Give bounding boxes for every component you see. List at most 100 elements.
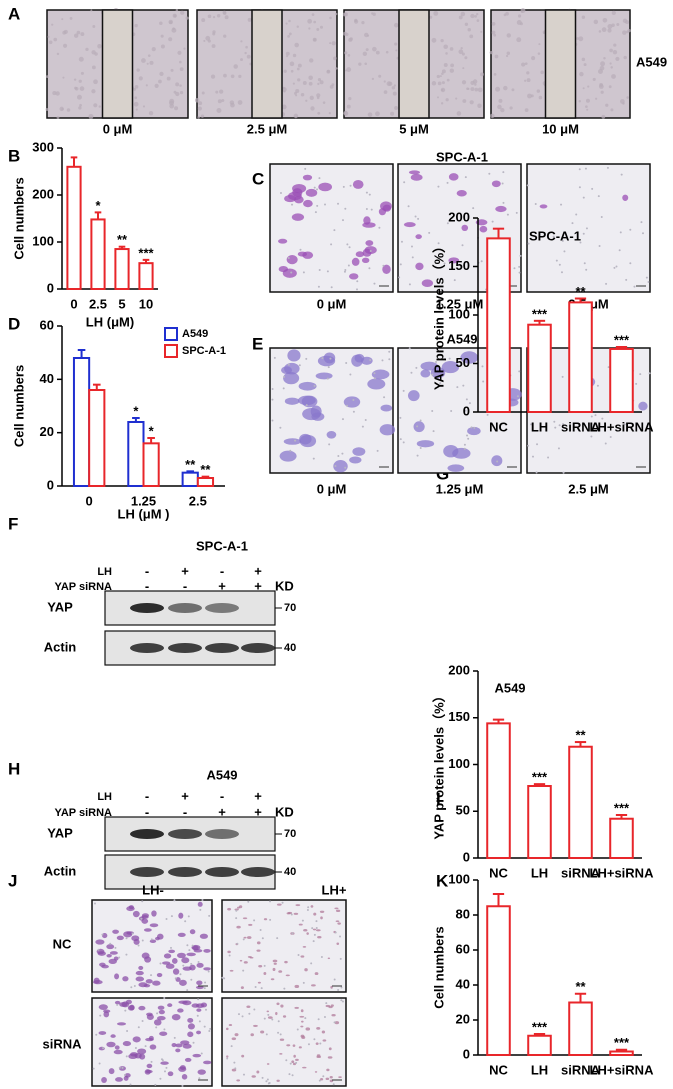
texture	[74, 86, 78, 90]
pore	[361, 425, 364, 428]
cell	[149, 923, 159, 928]
pore	[527, 242, 530, 245]
cell	[300, 1009, 304, 1013]
cell	[177, 932, 186, 937]
scratch-area	[398, 9, 430, 119]
pore	[242, 1073, 245, 1076]
texture	[79, 86, 85, 91]
texture	[151, 47, 156, 52]
texture	[316, 96, 320, 100]
cell	[318, 182, 332, 192]
pore	[629, 228, 632, 231]
cell	[151, 910, 157, 917]
texture	[344, 51, 348, 55]
pore	[118, 956, 121, 959]
pore	[352, 410, 355, 413]
pore	[431, 409, 434, 412]
pore	[408, 283, 411, 286]
texture	[494, 54, 499, 59]
texture	[616, 22, 620, 26]
cell	[331, 1014, 336, 1017]
sign: -	[183, 578, 187, 593]
pore	[140, 917, 143, 920]
cell	[295, 904, 301, 907]
panel-letter: D	[8, 314, 20, 333]
panel-letter: E	[252, 334, 263, 353]
texture	[490, 113, 495, 119]
y-tick-label: 50	[456, 803, 470, 818]
cell	[311, 412, 325, 421]
pore	[496, 460, 499, 463]
cell	[278, 970, 283, 973]
pore	[349, 184, 352, 187]
micrograph	[269, 163, 394, 293]
cell	[165, 963, 175, 969]
sign: -	[145, 804, 149, 819]
cell	[305, 1027, 311, 1031]
texture	[294, 42, 299, 48]
cell	[266, 1010, 270, 1013]
row-label: YAP	[47, 599, 73, 614]
pore	[562, 423, 565, 426]
row-label: Actin	[44, 863, 77, 878]
cell	[196, 1030, 201, 1035]
texture	[329, 42, 332, 45]
texture	[383, 90, 388, 94]
cell	[135, 976, 145, 982]
cell	[250, 1033, 254, 1037]
texture	[172, 27, 175, 30]
texture	[393, 84, 396, 87]
column-label: LH+	[322, 882, 347, 897]
texture	[296, 25, 299, 28]
cell	[178, 912, 184, 919]
texture	[283, 90, 286, 93]
cell	[298, 381, 317, 391]
texture	[345, 32, 349, 37]
cell	[101, 964, 109, 969]
cell	[294, 984, 300, 989]
pore	[242, 938, 245, 941]
pore	[329, 357, 332, 360]
pore	[114, 946, 117, 949]
pore	[125, 953, 128, 956]
texture	[607, 23, 613, 29]
texture	[281, 104, 287, 110]
pore	[322, 1075, 325, 1078]
pore	[187, 915, 190, 918]
pore	[640, 221, 643, 224]
texture	[524, 108, 529, 113]
texture	[59, 106, 64, 112]
bar	[114, 248, 130, 291]
cell	[349, 273, 359, 280]
cell	[280, 1004, 284, 1008]
cell	[113, 1049, 123, 1055]
pore	[585, 268, 588, 271]
cell	[333, 460, 348, 473]
cell	[291, 213, 305, 221]
texture	[56, 116, 60, 119]
pore	[450, 409, 453, 412]
pore	[163, 1070, 166, 1073]
texture	[509, 106, 513, 110]
texture	[296, 67, 300, 71]
cell	[310, 905, 314, 908]
pore	[333, 229, 336, 232]
cell	[186, 952, 196, 957]
x-tick-label: LH+siRNA	[590, 1062, 655, 1077]
cell	[306, 932, 309, 935]
cell	[315, 1042, 319, 1045]
pore	[209, 1027, 212, 1030]
pore	[341, 418, 344, 421]
pore	[400, 240, 403, 243]
cell	[298, 923, 303, 926]
pore	[289, 449, 292, 452]
texture	[333, 56, 337, 61]
cell	[270, 978, 275, 981]
pore	[356, 280, 359, 283]
pore	[326, 270, 329, 273]
pore	[527, 444, 530, 447]
texture	[295, 94, 298, 97]
panel-title: A549	[446, 331, 477, 346]
texture	[62, 43, 68, 48]
texture	[207, 14, 212, 19]
